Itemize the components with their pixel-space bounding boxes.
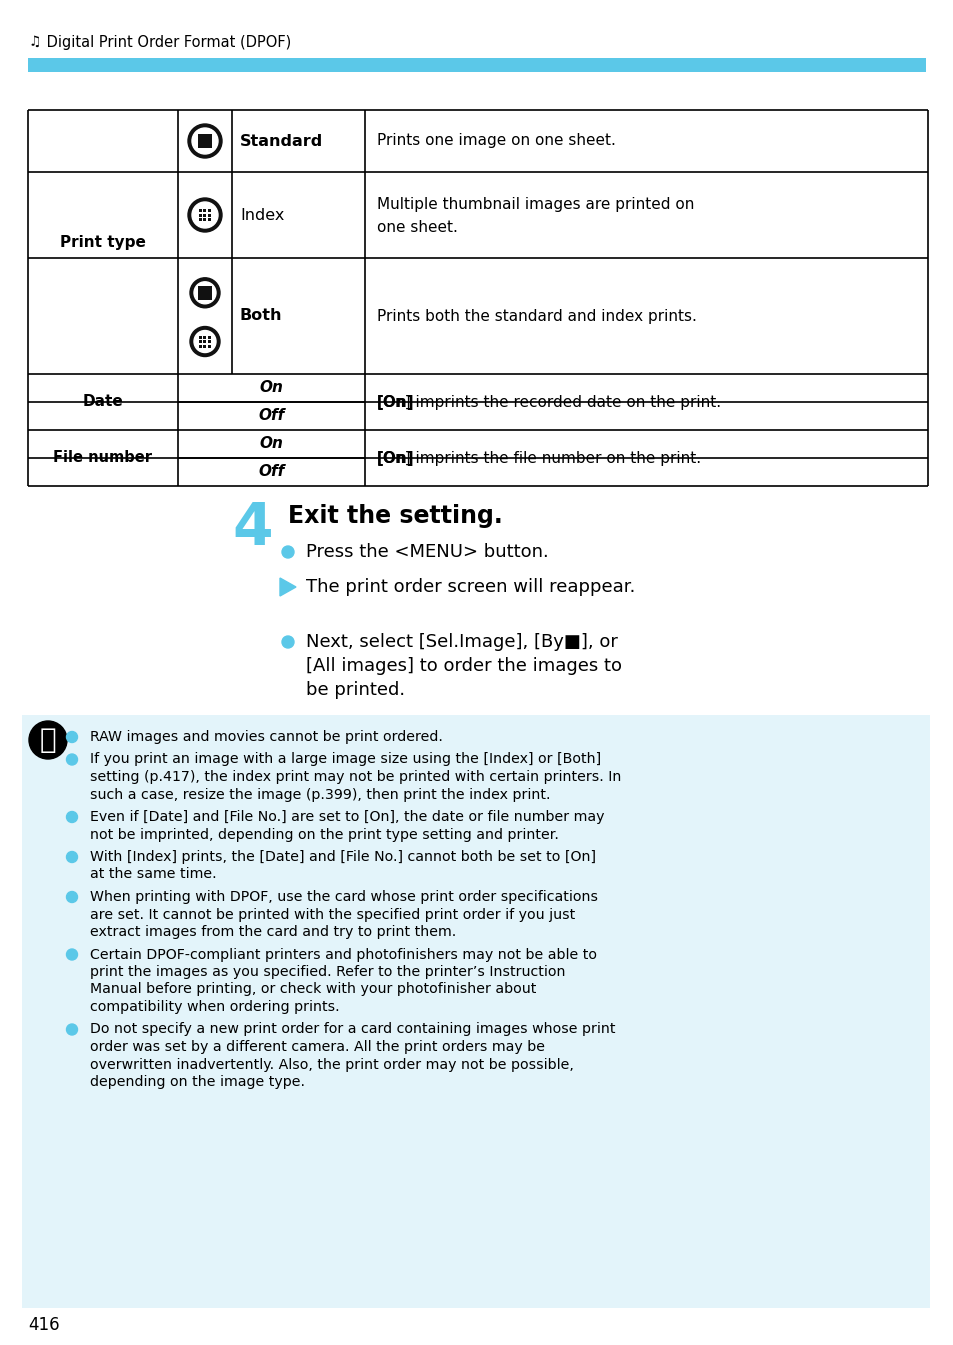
Text: Off: Off <box>258 464 284 480</box>
Text: With [Index] prints, the [Date] and [File No.] cannot both be set to [On]: With [Index] prints, the [Date] and [Fil… <box>90 850 596 863</box>
Circle shape <box>282 546 294 558</box>
Text: Off: Off <box>258 409 284 424</box>
Text: Manual before printing, or check with your photofinisher about: Manual before printing, or check with yo… <box>90 982 536 997</box>
Text: On: On <box>259 381 283 395</box>
Bar <box>199 335 202 339</box>
Bar <box>208 208 211 213</box>
Bar <box>199 344 202 347</box>
Circle shape <box>193 282 215 304</box>
Text: 416: 416 <box>28 1315 59 1334</box>
Text: Certain DPOF-compliant printers and photofinishers may not be able to: Certain DPOF-compliant printers and phot… <box>90 947 597 962</box>
Bar <box>208 335 211 339</box>
Bar <box>203 218 206 221</box>
Text: Standard: Standard <box>240 133 323 148</box>
Circle shape <box>193 331 215 352</box>
Circle shape <box>192 128 218 153</box>
Circle shape <box>190 327 220 356</box>
Bar <box>199 208 202 213</box>
Text: When printing with DPOF, use the card whose print order specifications: When printing with DPOF, use the card wh… <box>90 890 598 904</box>
Text: Next, select [Sel.Image], [By■], or: Next, select [Sel.Image], [By■], or <box>306 633 618 651</box>
Text: On: On <box>259 437 283 452</box>
Text: [On]: [On] <box>376 451 415 465</box>
Circle shape <box>67 1024 77 1036</box>
Text: [On] imprints the recorded date on the print.: [On] imprints the recorded date on the p… <box>376 394 720 409</box>
Circle shape <box>67 892 77 902</box>
Text: at the same time.: at the same time. <box>90 868 216 881</box>
Circle shape <box>67 851 77 862</box>
Circle shape <box>67 732 77 742</box>
Bar <box>208 214 211 217</box>
Text: 4: 4 <box>233 500 273 557</box>
Circle shape <box>282 636 294 648</box>
Text: [On] imprints the file number on the print.: [On] imprints the file number on the pri… <box>376 451 700 465</box>
Circle shape <box>192 202 218 229</box>
Text: setting (p.417), the index print may not be printed with certain printers. In: setting (p.417), the index print may not… <box>90 769 620 784</box>
Circle shape <box>188 124 222 157</box>
Text: Even if [Date] and [File No.] are set to [On], the date or file number may: Even if [Date] and [File No.] are set to… <box>90 810 604 824</box>
Bar <box>199 214 202 217</box>
Bar <box>203 214 206 217</box>
Text: [On]: [On] <box>376 394 415 409</box>
Text: Print type: Print type <box>60 234 146 250</box>
Text: File number: File number <box>53 451 152 465</box>
Text: Do not specify a new print order for a card containing images whose print: Do not specify a new print order for a c… <box>90 1022 615 1037</box>
Text: The print order screen will reappear.: The print order screen will reappear. <box>306 578 635 596</box>
Text: such a case, resize the image (p.399), then print the index print.: such a case, resize the image (p.399), t… <box>90 788 550 802</box>
Circle shape <box>29 721 67 759</box>
Bar <box>203 335 206 339</box>
Circle shape <box>190 278 220 308</box>
Text: order was set by a different camera. All the print orders may be: order was set by a different camera. All… <box>90 1040 544 1054</box>
Circle shape <box>67 950 77 960</box>
Bar <box>208 344 211 347</box>
Text: Index: Index <box>240 207 284 222</box>
Text: are set. It cannot be printed with the specified print order if you just: are set. It cannot be printed with the s… <box>90 908 575 921</box>
Circle shape <box>67 755 77 765</box>
Bar <box>22 716 929 1307</box>
Bar <box>203 344 206 347</box>
Bar <box>203 208 206 213</box>
Text: Press the <MENU> button.: Press the <MENU> button. <box>306 543 548 561</box>
Bar <box>208 218 211 221</box>
Text: Multiple thumbnail images are printed on: Multiple thumbnail images are printed on <box>376 198 694 213</box>
Text: one sheet.: one sheet. <box>376 221 457 235</box>
Text: Prints both the standard and index prints.: Prints both the standard and index print… <box>376 308 696 324</box>
Bar <box>198 134 212 148</box>
Circle shape <box>188 198 222 231</box>
Bar <box>199 340 202 343</box>
Text: overwritten inadvertently. Also, the print order may not be possible,: overwritten inadvertently. Also, the pri… <box>90 1057 574 1072</box>
Polygon shape <box>280 578 295 596</box>
Text: RAW images and movies cannot be print ordered.: RAW images and movies cannot be print or… <box>90 730 442 744</box>
Text: be printed.: be printed. <box>306 681 405 699</box>
Text: Prints one image on one sheet.: Prints one image on one sheet. <box>376 133 616 148</box>
Bar <box>199 218 202 221</box>
Text: Both: Both <box>240 308 282 324</box>
Text: compatibility when ordering prints.: compatibility when ordering prints. <box>90 999 339 1014</box>
Text: [All images] to order the images to: [All images] to order the images to <box>306 656 621 675</box>
Text: ♫: ♫ <box>28 35 40 48</box>
Text: Date: Date <box>83 394 123 409</box>
Text: ⓘ: ⓘ <box>40 726 56 755</box>
Text: Exit the setting.: Exit the setting. <box>288 504 502 529</box>
Circle shape <box>67 811 77 823</box>
Bar <box>28 58 925 73</box>
Text: print the images as you specified. Refer to the printer’s Instruction: print the images as you specified. Refer… <box>90 964 565 979</box>
Text: extract images from the card and try to print them.: extract images from the card and try to … <box>90 925 456 939</box>
Bar <box>203 340 206 343</box>
Text: Digital Print Order Format (DPOF): Digital Print Order Format (DPOF) <box>42 35 291 50</box>
Text: not be imprinted, depending on the print type setting and printer.: not be imprinted, depending on the print… <box>90 827 558 842</box>
Text: depending on the image type.: depending on the image type. <box>90 1075 305 1089</box>
Bar <box>208 340 211 343</box>
Bar <box>198 285 212 300</box>
Text: If you print an image with a large image size using the [Index] or [Both]: If you print an image with a large image… <box>90 752 600 767</box>
